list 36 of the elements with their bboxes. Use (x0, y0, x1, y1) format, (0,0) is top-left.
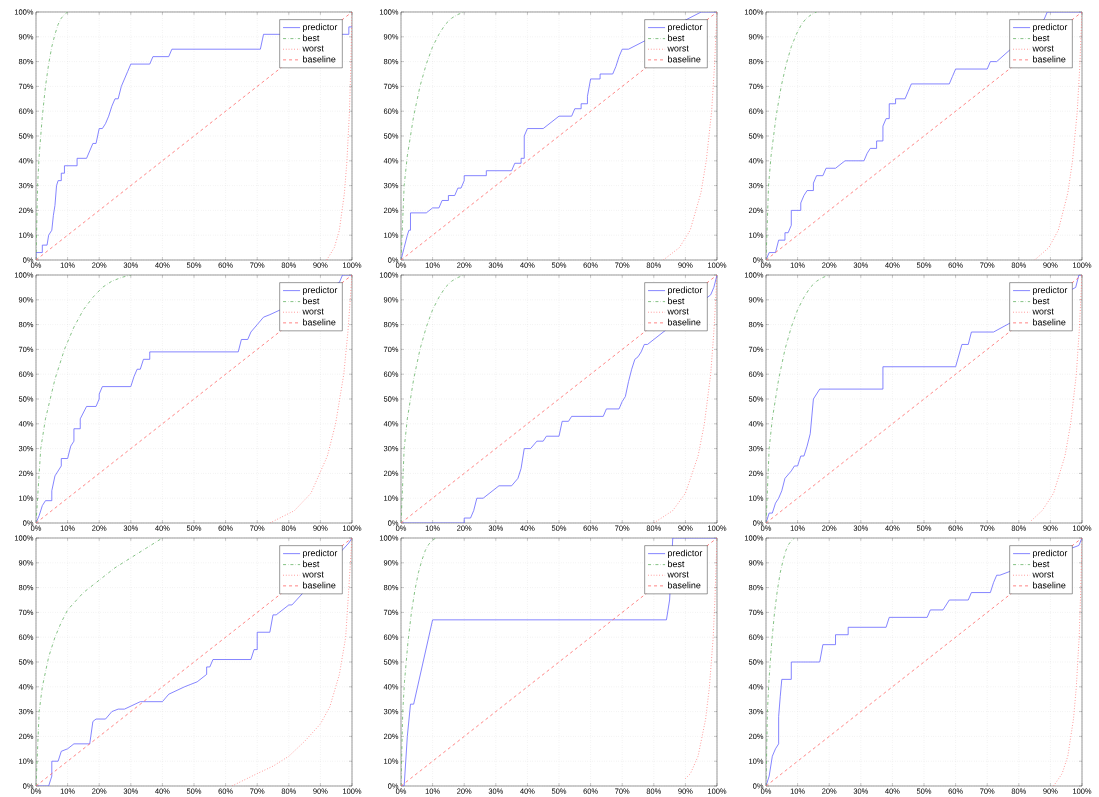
legend-label: baseline (668, 318, 701, 326)
legend-label: best (668, 297, 685, 305)
legend-label: baseline (303, 55, 336, 63)
legend-label: worst (302, 308, 324, 315)
legend-label: baseline (668, 55, 701, 63)
legend-label: baseline (1033, 55, 1066, 63)
legend-label: worst (667, 308, 689, 315)
legend-label: worst (667, 45, 689, 52)
legend-label: worst (302, 571, 324, 578)
legend-label: predictor (303, 23, 338, 32)
legend-label: predictor (1033, 286, 1068, 295)
legend-label: baseline (668, 581, 701, 589)
legend-label: predictor (668, 286, 703, 295)
legend-label: best (1033, 34, 1050, 42)
legend-label: predictor (1033, 23, 1068, 32)
legend-label: worst (302, 45, 324, 52)
legend-label: best (303, 34, 320, 42)
legend-label: worst (1032, 571, 1054, 578)
legend-label: best (668, 34, 685, 42)
legend-label: predictor (1033, 549, 1068, 558)
legend-label: predictor (303, 549, 338, 558)
legend-label: baseline (303, 318, 336, 326)
legend-label: predictor (668, 549, 703, 558)
legend-label: best (1033, 297, 1050, 305)
legend-label: predictor (668, 23, 703, 32)
legend-label: best (303, 560, 320, 568)
legend-label: best (303, 297, 320, 305)
legend-label: baseline (1033, 318, 1066, 326)
legend-label: worst (667, 571, 689, 578)
legend-label: best (668, 560, 685, 568)
legend-label: worst (1032, 45, 1054, 52)
legend-label: predictor (303, 286, 338, 295)
legend-label: worst (1032, 308, 1054, 315)
legend-label: best (1033, 560, 1050, 568)
legend-label: baseline (1033, 581, 1066, 589)
legend-label: baseline (303, 581, 336, 589)
